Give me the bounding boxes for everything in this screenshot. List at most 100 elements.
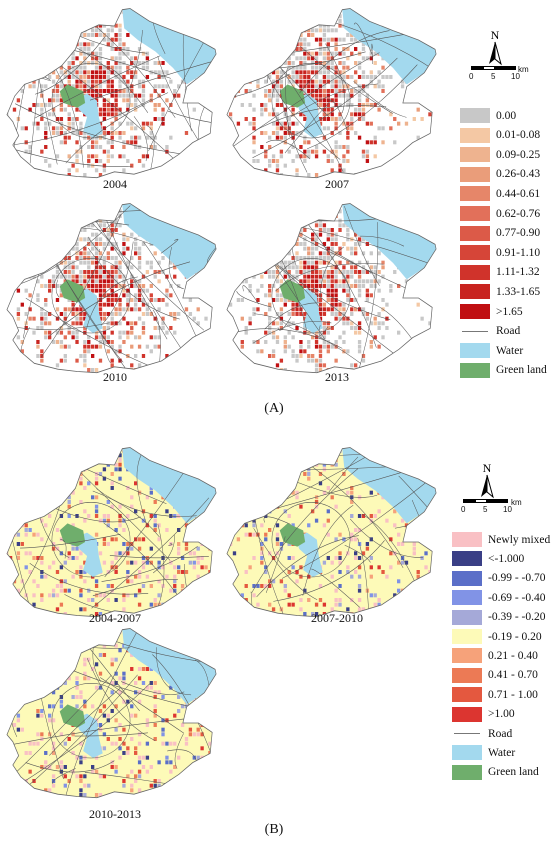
grid-cell (71, 223, 75, 228)
grid-cell (63, 214, 67, 218)
grid-cell (83, 274, 87, 279)
grid-cell (79, 256, 83, 260)
grid-cell (350, 307, 354, 312)
ring-road (51, 683, 131, 759)
grid-cell (122, 154, 126, 159)
grid-cell (424, 209, 428, 214)
grid-cell (153, 209, 157, 214)
grid-cell (51, 653, 56, 657)
grid-cell (8, 270, 13, 274)
grid-cell (428, 112, 432, 117)
grid-cell (13, 617, 16, 619)
grid-cell (134, 307, 138, 312)
grid-cell (161, 84, 165, 89)
grid-cell (6, 504, 9, 509)
grid-cell (330, 270, 334, 274)
grid-cell (51, 774, 56, 779)
grid-cell (36, 256, 40, 260)
grid-cell (256, 288, 260, 293)
grid-cell (342, 242, 346, 246)
grid-cell (268, 326, 272, 330)
road (325, 43, 345, 114)
grid-cell (307, 246, 311, 251)
grid-cell (350, 75, 354, 79)
grid-cell (59, 634, 64, 639)
grid-cell (110, 84, 114, 89)
grid-cell (59, 246, 64, 251)
grid-cell (295, 453, 299, 458)
grid-cell (79, 270, 83, 274)
grid-cell (216, 131, 219, 135)
grid-cell (106, 349, 110, 354)
grid-cell (404, 453, 409, 458)
grid-cell (311, 265, 315, 270)
grid-cell (134, 574, 138, 579)
grid-cell (110, 302, 114, 307)
grid-cell (20, 65, 24, 70)
grid-cell (357, 112, 362, 117)
grid-cell (389, 23, 393, 28)
grid-cell (264, 340, 268, 344)
grid-cell (102, 135, 107, 140)
grid-cell (428, 178, 431, 180)
grid-cell (334, 462, 338, 467)
grid-cell (291, 307, 295, 312)
grid-cell (200, 634, 204, 639)
grid-cell (79, 607, 83, 612)
grid-cell (67, 65, 71, 70)
grid-cell (102, 774, 107, 779)
grid-cell (373, 265, 377, 270)
grid-cell (32, 84, 36, 89)
grid-cell (397, 330, 401, 335)
grid-cell (102, 472, 107, 476)
grid-cell (51, 542, 56, 546)
grid-cell (192, 588, 196, 593)
grid-cell (287, 79, 291, 84)
grid-cell (153, 602, 157, 607)
grid-cell (102, 37, 107, 42)
grid-cell (354, 270, 358, 274)
grid-cell (322, 56, 327, 61)
grid-cell (428, 593, 432, 598)
grid-cell (334, 556, 338, 560)
grid-cell (204, 467, 208, 472)
grid-cell (122, 232, 126, 237)
grid-cell (55, 9, 60, 14)
grid-cell (55, 256, 60, 260)
grid-cell (322, 274, 327, 279)
grid-cell (373, 560, 377, 565)
grid-cell (110, 89, 114, 93)
grid-cell (48, 335, 52, 340)
grid-cell (196, 556, 200, 560)
grid-cell (102, 256, 107, 260)
grid-cell (184, 607, 189, 612)
grid-cell (322, 93, 327, 98)
grid-cell (130, 326, 134, 330)
grid-cell (153, 251, 157, 256)
map-2010-2013 (5, 625, 220, 800)
grid-cell (149, 70, 153, 75)
grid-cell (106, 284, 110, 288)
legend-item: >1.00 (452, 706, 515, 722)
grid-cell (192, 704, 196, 709)
grid-cell (40, 117, 44, 121)
grid-cell (268, 246, 272, 251)
grid-cell (32, 648, 36, 653)
grid-cell (432, 448, 436, 453)
grid-cell (326, 75, 330, 79)
grid-cell (295, 214, 299, 218)
grid-cell (106, 232, 110, 237)
road (55, 279, 60, 298)
grid-cell (322, 65, 327, 70)
grid-cell (400, 79, 405, 84)
grid-cell (248, 33, 252, 37)
grid-cell (350, 103, 354, 107)
grid-cell (55, 28, 60, 33)
grid-cell (16, 667, 21, 671)
grid-cell (200, 643, 204, 648)
grid-cell (350, 537, 354, 542)
grid-cell (314, 70, 319, 75)
road (121, 681, 185, 695)
grid-cell (44, 228, 48, 232)
grid-cell (417, 617, 420, 619)
